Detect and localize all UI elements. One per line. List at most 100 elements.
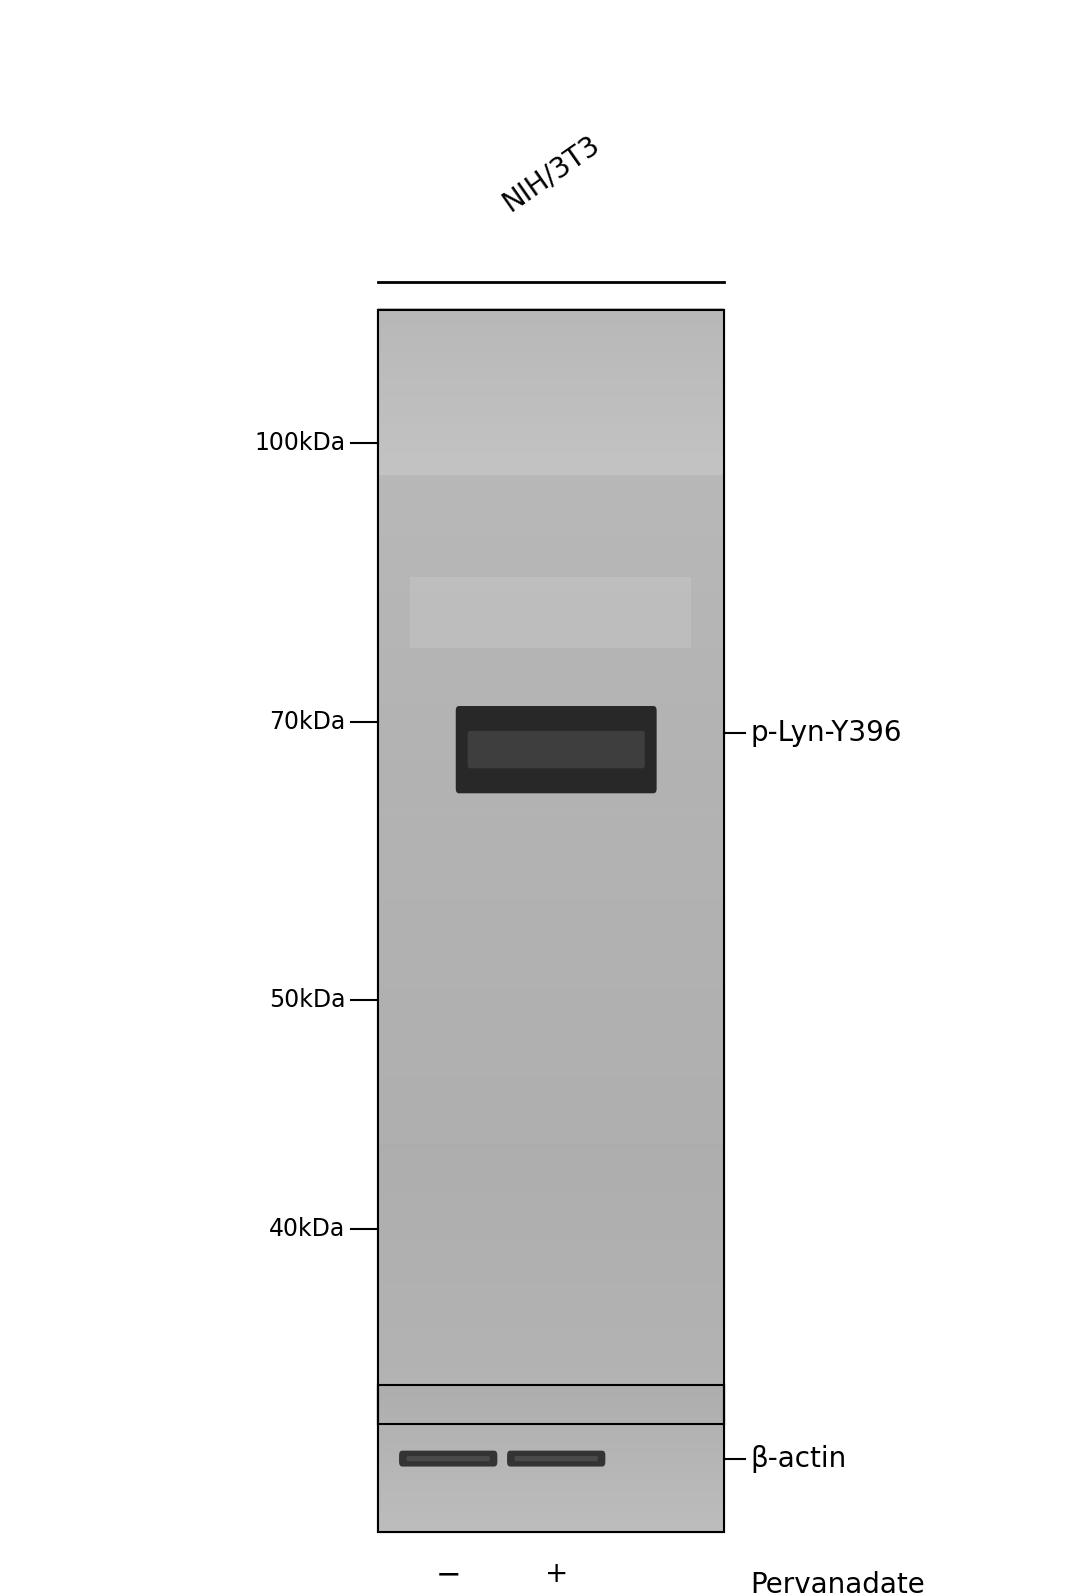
Bar — [378, 692, 724, 700]
Bar — [378, 899, 724, 905]
Bar — [378, 1529, 724, 1532]
Bar — [378, 1132, 724, 1140]
Bar — [378, 1288, 724, 1296]
Bar — [378, 1479, 724, 1482]
Bar — [378, 1216, 724, 1223]
Bar — [378, 1474, 724, 1478]
Bar — [378, 1482, 724, 1486]
Bar — [378, 1506, 724, 1510]
Bar — [378, 932, 724, 939]
Text: 100kDa: 100kDa — [255, 432, 346, 456]
Bar — [378, 609, 724, 615]
Bar — [378, 810, 724, 816]
Bar — [378, 470, 724, 477]
Bar — [378, 1436, 724, 1439]
FancyBboxPatch shape — [515, 1455, 598, 1462]
Bar — [378, 1127, 724, 1133]
Bar — [378, 1154, 724, 1162]
Bar — [378, 1116, 724, 1122]
Bar — [378, 603, 724, 611]
Bar — [378, 1465, 724, 1468]
Bar — [378, 988, 724, 995]
Bar — [378, 1078, 724, 1084]
Bar — [378, 308, 724, 316]
Bar — [378, 803, 724, 811]
Bar — [378, 1044, 724, 1050]
Bar — [378, 1468, 724, 1471]
Bar — [378, 732, 724, 738]
Bar — [378, 966, 724, 972]
Bar — [378, 1093, 724, 1100]
Bar — [378, 1344, 724, 1352]
Bar — [378, 1431, 724, 1435]
Bar — [378, 776, 724, 783]
Bar — [378, 910, 724, 917]
Bar — [378, 1250, 724, 1256]
Bar — [378, 620, 724, 626]
Bar — [378, 493, 724, 499]
Bar — [378, 1404, 724, 1408]
Bar — [378, 1527, 724, 1530]
Bar — [378, 614, 724, 622]
Bar — [378, 743, 724, 749]
Bar — [378, 1310, 724, 1318]
Bar — [378, 870, 724, 878]
FancyBboxPatch shape — [406, 1455, 490, 1462]
Bar — [378, 1317, 724, 1323]
Bar — [378, 1455, 724, 1459]
Bar — [378, 1294, 724, 1301]
Bar — [378, 665, 724, 671]
Bar — [378, 1210, 724, 1218]
Bar — [378, 520, 724, 526]
Bar — [378, 926, 724, 934]
Bar — [378, 955, 724, 961]
Bar — [378, 1400, 724, 1403]
Bar — [378, 1055, 724, 1062]
Bar — [378, 709, 724, 716]
Bar — [378, 1384, 724, 1390]
Bar — [378, 1451, 724, 1454]
Bar — [378, 854, 724, 861]
Bar — [378, 1022, 724, 1028]
Bar — [378, 526, 724, 532]
Bar — [378, 564, 724, 571]
Bar — [378, 1511, 724, 1514]
Bar — [378, 1089, 724, 1095]
Bar — [378, 1406, 724, 1409]
FancyBboxPatch shape — [400, 1451, 497, 1466]
Bar — [378, 787, 724, 794]
Bar — [378, 1266, 724, 1274]
Bar — [378, 647, 724, 655]
Bar — [378, 1138, 724, 1144]
Bar — [378, 915, 724, 923]
Bar — [378, 464, 724, 472]
Bar — [378, 1188, 724, 1196]
Bar — [378, 1447, 724, 1451]
Bar — [378, 359, 724, 365]
Text: Pervanadate: Pervanadate — [751, 1570, 926, 1594]
Bar — [378, 1377, 724, 1385]
Bar — [378, 1227, 724, 1234]
Bar — [378, 1392, 724, 1395]
Bar — [378, 1100, 724, 1106]
Bar — [378, 419, 724, 427]
Bar — [378, 1505, 724, 1508]
Bar — [378, 1510, 724, 1513]
Bar — [378, 1409, 724, 1412]
Bar — [378, 430, 724, 438]
Bar — [378, 1487, 724, 1490]
Bar — [378, 375, 724, 383]
Bar — [378, 1387, 724, 1390]
Bar — [378, 1419, 724, 1422]
Bar — [378, 848, 724, 856]
Bar — [378, 414, 724, 421]
Bar — [378, 437, 724, 443]
Bar — [378, 580, 724, 588]
Bar — [378, 1254, 724, 1262]
Bar — [378, 486, 724, 494]
Bar — [378, 1160, 724, 1167]
Bar — [378, 1514, 724, 1517]
Bar — [378, 1395, 724, 1398]
Bar — [378, 815, 724, 823]
Bar — [378, 1165, 724, 1173]
